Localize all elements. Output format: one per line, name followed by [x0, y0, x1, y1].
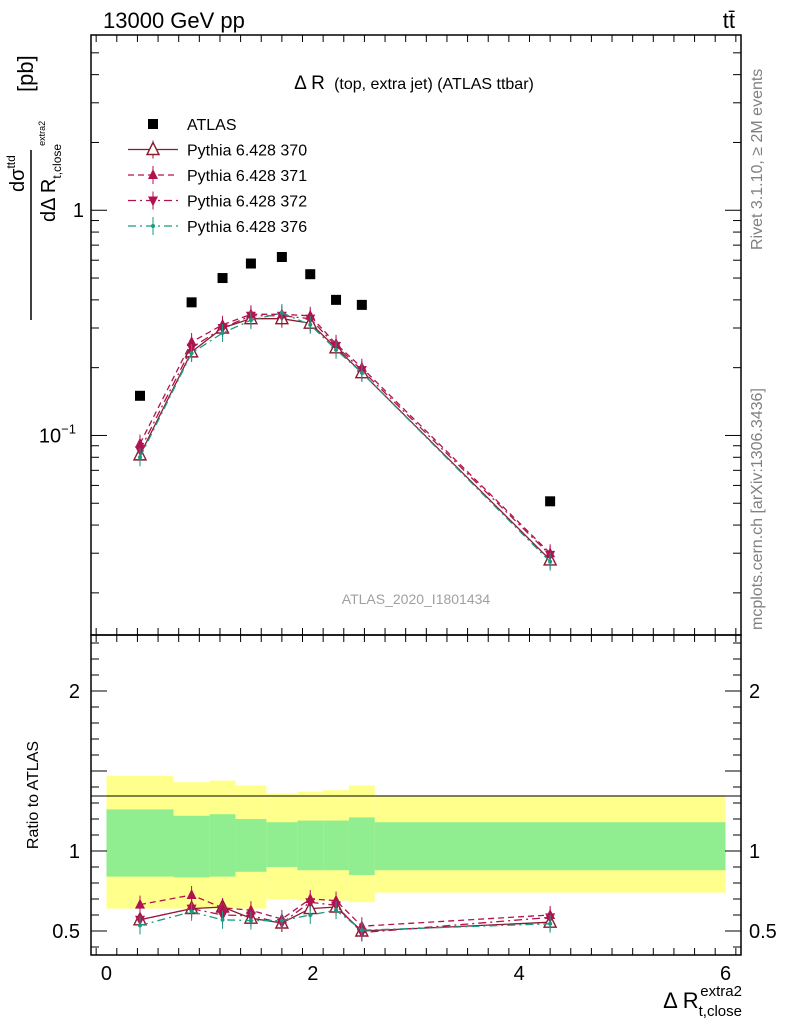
ratio-point	[359, 928, 364, 933]
legend-label: Pythia 6.428 376	[187, 219, 307, 236]
plot-title-detail: (top, extra jet) (ATLAS ttbar)	[334, 76, 534, 93]
stat-band-green	[323, 820, 349, 871]
legend: ATLAS Pythia 6.428 370 Pythia 6.428 371 Pyt…	[128, 117, 307, 236]
ratio-point	[186, 889, 197, 899]
plot-title: Δ R (top, extra jet) (ATLAS ttbar)	[294, 73, 534, 94]
ratio-point	[220, 917, 225, 922]
ylabel-denominator: dΔ Rt,closeextra2	[37, 121, 64, 222]
ratio-point	[248, 918, 253, 923]
data-point	[245, 258, 256, 269]
data-point	[186, 297, 197, 308]
stat-band-green	[106, 809, 174, 877]
ratio-y-tick-label-right: 1	[749, 841, 760, 863]
legend-marker	[151, 224, 155, 228]
stat-band-green	[297, 820, 324, 871]
data-point	[356, 299, 367, 310]
data-point	[308, 322, 313, 327]
ratio-y-axis-label: Ratio to ATLAS	[25, 741, 42, 849]
main-y-axis-label: dσttd dΔ Rt,closeextra2 [pb]	[4, 55, 64, 320]
data-point	[305, 269, 316, 280]
ylabel-numerator: dσttd	[4, 155, 29, 192]
data-point	[359, 370, 364, 375]
stat-band-green	[374, 822, 726, 871]
y-tick-label: 1	[73, 200, 84, 222]
legend-marker	[148, 119, 158, 129]
x-tick-label: 0	[101, 963, 112, 985]
ratio-series-line-1	[139, 894, 551, 927]
ratio-y-tick-label-right: 0.5	[749, 921, 777, 943]
data-point	[279, 310, 284, 315]
legend-label: ATLAS	[187, 117, 237, 134]
x-tick-label: 4	[514, 963, 525, 985]
x-axis-label-superscript: extra2	[700, 983, 742, 1000]
legend-item: Pythia 6.428 376	[128, 217, 307, 236]
ratio-point	[305, 898, 316, 909]
ratio-point	[334, 908, 339, 913]
series-line-2	[139, 313, 551, 554]
data-point	[217, 273, 228, 284]
rivet-label: Rivet 3.1.10, ≥ 2M events	[749, 69, 766, 250]
ratio-data-marks	[132, 886, 558, 942]
main-data-marks	[132, 252, 558, 571]
ratio-point	[135, 898, 146, 909]
legend-item: Pythia 6.428 370	[128, 140, 307, 160]
data-point	[334, 347, 339, 352]
ratio-axis-ticks: 0 2 4 6 0.5 0.5 1 1 2 2	[52, 635, 777, 985]
data-point	[331, 294, 342, 305]
stat-band-green	[209, 814, 236, 877]
ratio-y-tick-label-right: 2	[749, 681, 760, 703]
x-tick-label: 6	[720, 963, 731, 985]
legend-label: Pythia 6.428 370	[187, 143, 307, 160]
ratio-point	[279, 918, 284, 923]
legend-item: ATLAS	[148, 117, 237, 134]
uncertainty-bands	[106, 775, 726, 909]
data-point	[276, 252, 287, 263]
ratio-y-tick-label-left: 0.5	[52, 921, 80, 943]
series-line-3	[139, 315, 551, 556]
ratio-point	[189, 909, 194, 914]
final-state-label: tt̄	[723, 8, 735, 33]
legend-label: Pythia 6.428 371	[187, 168, 307, 185]
ratio-y-tick-label-left: 1	[69, 841, 80, 863]
legend-item: Pythia 6.428 372	[128, 191, 307, 211]
y-tick-label: 10−1	[39, 421, 76, 447]
process-label: 13000 GeV pp	[103, 8, 245, 33]
ratio-point	[138, 923, 143, 928]
data-point	[135, 390, 146, 401]
legend-marker	[148, 169, 158, 179]
data-point	[545, 496, 556, 507]
ratio-y-tick-label-left: 2	[69, 681, 80, 703]
data-point	[189, 351, 194, 356]
data-point	[220, 331, 225, 336]
mcplots-label: mcplots.cern.ch [arXiv:1306.3436]	[749, 388, 766, 630]
x-tick-label: 2	[307, 963, 318, 985]
stat-band-green	[266, 822, 298, 867]
legend-marker	[148, 196, 158, 207]
analysis-watermark: ATLAS_2020_I1801434	[342, 591, 491, 607]
x-axis-label: Δ Rt,close	[663, 988, 742, 1020]
plot-title-main: Δ R	[294, 73, 325, 94]
ylabel-unit: [pb]	[13, 55, 38, 92]
legend-label: Pythia 6.428 372	[187, 194, 307, 211]
data-point	[248, 318, 253, 323]
ratio-plot-frame	[90, 634, 742, 956]
stat-band-green	[235, 819, 267, 872]
ratio-point	[308, 913, 313, 917]
legend-item: Pythia 6.428 371	[128, 166, 307, 185]
data-point	[548, 559, 553, 564]
stat-band-green	[348, 817, 375, 875]
main-axis-ticks: 1 10−1	[39, 34, 741, 635]
ratio-series-line-3	[139, 909, 551, 931]
stat-band-green	[173, 815, 210, 878]
legend-marker	[145, 140, 161, 156]
ratio-plot-panel: 0 2 4 6 0.5 0.5 1 1 2 2 Ratio to ATLAS Δ Rt,close…	[25, 634, 777, 1020]
series-line-4	[139, 312, 551, 563]
data-point	[138, 455, 143, 460]
ratio-point	[548, 921, 553, 926]
main-plot-panel: 1 10−1 Δ R (top, extra jet) (ATLAS ttbar)…	[4, 34, 742, 636]
